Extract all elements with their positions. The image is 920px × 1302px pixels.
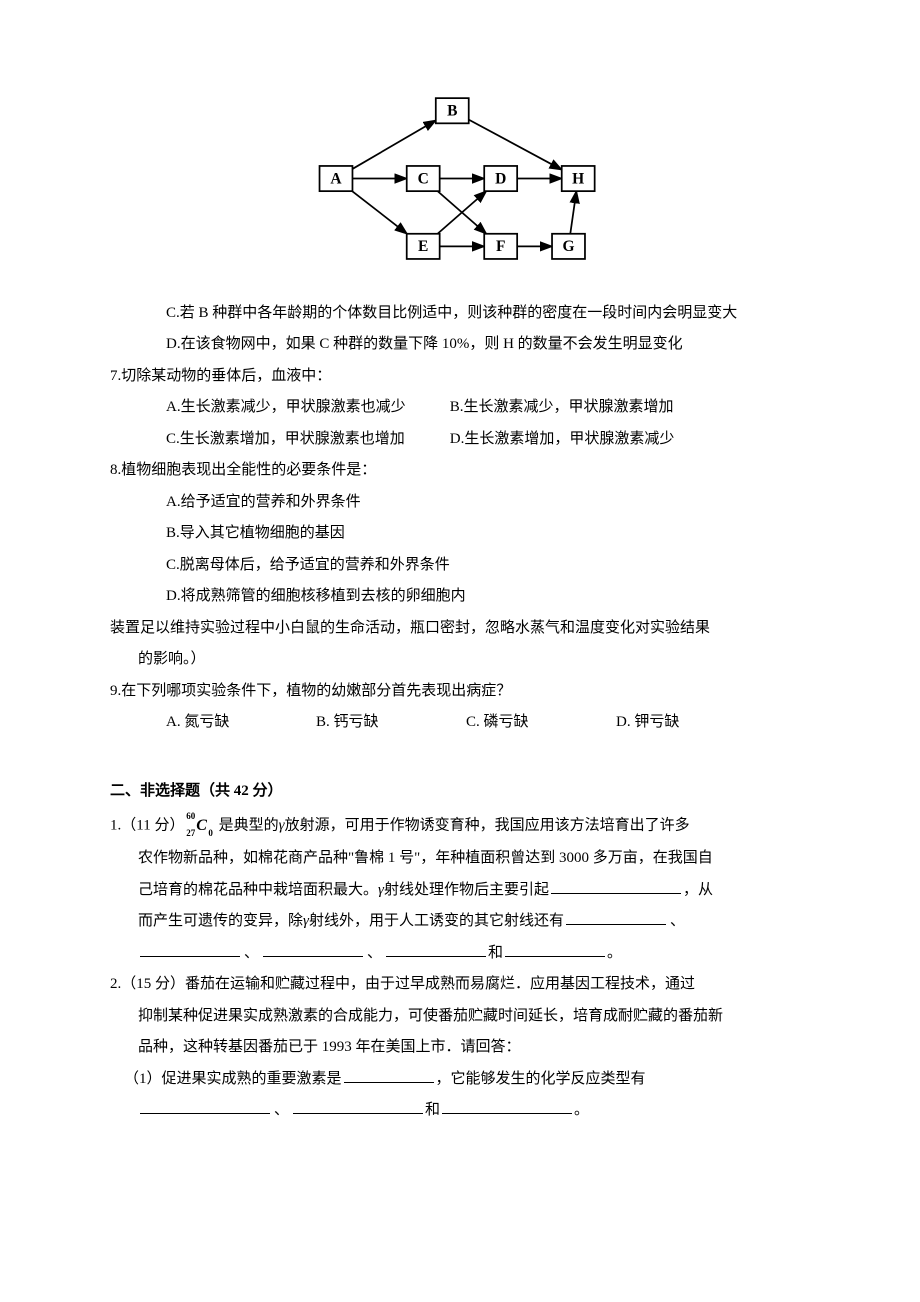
svg-text:E: E xyxy=(418,238,428,255)
blank-1 xyxy=(551,878,681,894)
p2-sub1-line2: 、和。 xyxy=(110,1096,810,1125)
svg-text:G: G xyxy=(562,238,574,255)
q8-stem: 8.植物细胞表现出全能性的必要条件是： xyxy=(110,456,810,485)
svg-text:A: A xyxy=(330,170,342,187)
p1-line-1: 1.（11 分） 60 27 C 0 是典型的γ放射源，可用于作物诱变育种，我国… xyxy=(110,811,810,841)
svg-text:C: C xyxy=(418,170,429,187)
blank-7 xyxy=(344,1067,434,1083)
q8-choice-c: C.脱离母体后，给予适宜的营养和外界条件 xyxy=(110,551,810,580)
p2-sub1-line1: （1）促进果实成熟的重要激素是，它能够发生的化学反应类型有 xyxy=(110,1065,810,1094)
blank-4 xyxy=(263,941,363,957)
q7-row-cd: C.生长激素增加，甲状腺激素也增加 D.生长激素增加，甲状腺激素减少 xyxy=(110,425,810,454)
p2-line-3: 品种，这种转基因番茄已于 1993 年在美国上市．请回答： xyxy=(110,1033,810,1062)
q9-choice-a: A. 氮亏缺 xyxy=(166,708,316,737)
p1-prefix: 1.（11 分） xyxy=(110,818,184,834)
q8-choice-d: D.将成熟筛管的细胞核移植到去核的卵细胞内 xyxy=(110,582,810,611)
q9-choice-d: D. 钾亏缺 xyxy=(616,708,766,737)
q9-stem: 9.在下列哪项实验条件下，植物的幼嫩部分首先表现出病症？ xyxy=(110,677,810,706)
p1-line-3: 己培育的棉花品种中栽培面积最大。γ射线处理作物后主要引起，从 xyxy=(110,876,810,905)
blank-6 xyxy=(505,941,605,957)
q7-choice-c: C.生长激素增加，甲状腺激素也增加 xyxy=(166,425,446,454)
p2-line-2: 抑制某种促进果实成熟激素的合成能力，可使番茄贮藏时间延长，培育成耐贮藏的番茄新 xyxy=(110,1002,810,1031)
p1-line-5: 、、和。 xyxy=(110,939,810,968)
p2-line-1: 2.（15 分）番茄在运输和贮藏过程中，由于过早成熟而易腐烂．应用基因工程技术，… xyxy=(110,970,810,999)
cobalt-formula: 60 27 C 0 xyxy=(196,811,207,841)
q7-stem: 7.切除某动物的垂体后，血液中： xyxy=(110,362,810,391)
q8-choice-a: A.给予适宜的营养和外界条件 xyxy=(110,488,810,517)
q9-choice-c: C. 磷亏缺 xyxy=(466,708,616,737)
blank-5 xyxy=(386,941,486,957)
note-line-1: 装置足以维持实验过程中小白鼠的生命活动，瓶口密封，忽略水蒸气和温度变化对实验结果 xyxy=(110,614,810,643)
blank-10 xyxy=(442,1098,572,1114)
q6-choice-d: D.在该食物网中，如果 C 种群的数量下降 10%，则 H 的数量不会发生明显变… xyxy=(110,330,810,359)
food-web-diagram: A B C D E F G H xyxy=(110,90,810,281)
section-2-header: 二、非选择题（共 42 分） xyxy=(110,777,810,806)
q8-choice-b: B.导入其它植物细胞的基因 xyxy=(110,519,810,548)
q7-choice-b: B.生长激素减少，甲状腺激素增加 xyxy=(450,393,674,422)
q7-choice-a: A.生长激素减少，甲状腺激素也减少 xyxy=(166,393,446,422)
blank-3 xyxy=(140,941,240,957)
svg-text:D: D xyxy=(495,170,506,187)
blank-9 xyxy=(293,1098,423,1114)
q7-choice-d: D.生长激素增加，甲状腺激素减少 xyxy=(450,425,675,454)
q7-row-ab: A.生长激素减少，甲状腺激素也减少 B.生长激素减少，甲状腺激素增加 xyxy=(110,393,810,422)
q9-choice-b: B. 钙亏缺 xyxy=(316,708,466,737)
p1-line-2: 农作物新品种，如棉花商产品种"鲁棉 1 号"，年种植面积曾达到 3000 多万亩… xyxy=(110,844,810,873)
svg-text:F: F xyxy=(496,238,505,255)
q9-choices: A. 氮亏缺 B. 钙亏缺 C. 磷亏缺 D. 钾亏缺 xyxy=(110,708,810,737)
blank-8 xyxy=(140,1098,270,1114)
p1-line-4: 而产生可遗传的变异，除γ射线外，用于人工诱变的其它射线还有、 xyxy=(110,907,810,936)
q6-choice-c: C.若 B 种群中各年龄期的个体数目比例适中，则该种群的密度在一段时间内会明显变… xyxy=(110,299,810,328)
note-line-2: 的影响。） xyxy=(110,645,810,674)
svg-text:H: H xyxy=(572,170,584,187)
svg-text:B: B xyxy=(447,103,457,120)
blank-2 xyxy=(566,909,666,925)
